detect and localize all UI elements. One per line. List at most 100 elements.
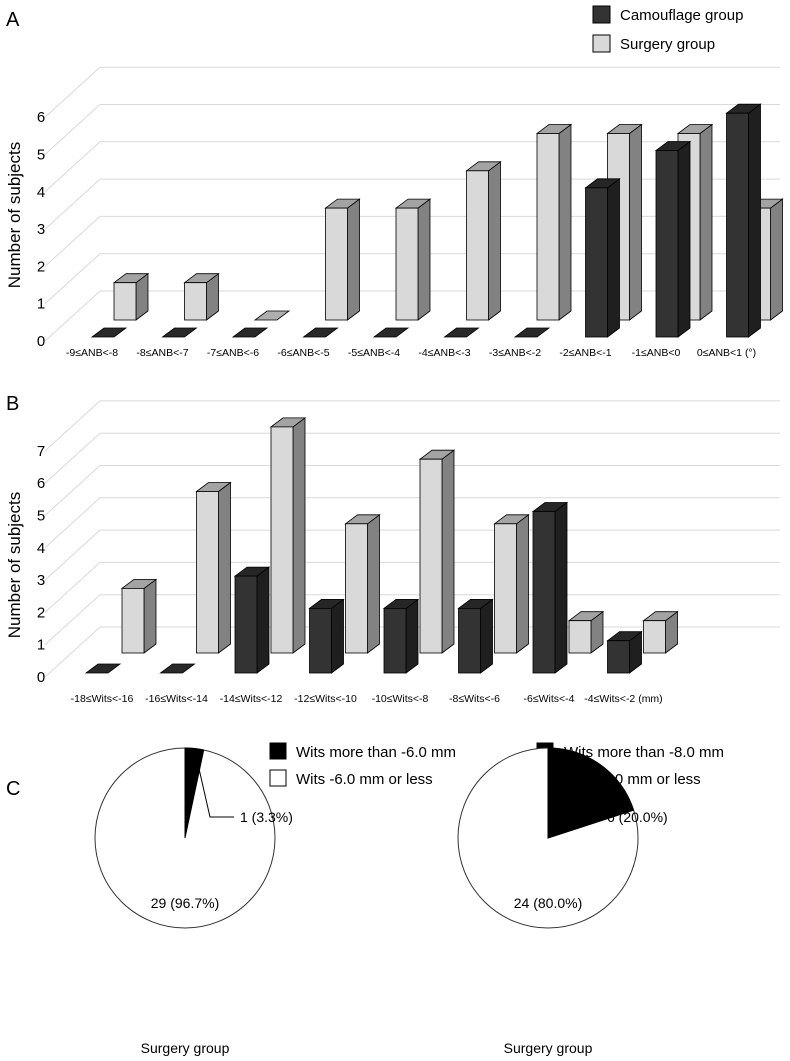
x-tick-label: -16≤Wits<-14 [145, 693, 208, 705]
bar-front [536, 133, 560, 321]
bar-front [458, 608, 481, 674]
legend-label-camouflage: Camouflage group [620, 7, 743, 24]
bar-front [643, 620, 666, 654]
bar-front [121, 588, 145, 654]
pie-label-dark: 1 (3.3%) [240, 809, 293, 825]
bar-side [417, 198, 431, 321]
gridline [44, 104, 780, 155]
bar-front [419, 458, 443, 654]
bar-surgery [465, 161, 502, 321]
bar-camouflage [84, 663, 122, 674]
y-tick-label: 2 [37, 604, 45, 621]
bar-side [516, 513, 529, 654]
pie-chart-right: 6 (20.0%) 24 (80.0%) [457, 747, 668, 929]
legend-swatch-light [269, 769, 287, 787]
bar-side [441, 449, 455, 654]
legend-label: Wits more than -6.0 mm [296, 744, 456, 761]
bar-front [113, 282, 137, 321]
y-tick-label: 3 [37, 572, 45, 589]
legend-swatch-camouflage [592, 5, 611, 24]
bar-flat [84, 663, 122, 674]
bar-side [677, 140, 691, 338]
bar-surgery [394, 198, 432, 321]
bar-side [218, 481, 231, 654]
bar-front [585, 187, 608, 338]
bar-camouflage [90, 327, 128, 338]
bar-surgery [324, 198, 361, 321]
x-tick-label: -18≤Wits<-16 [71, 693, 134, 705]
legend: Camouflage group Surgery group [592, 5, 743, 53]
gridline [44, 529, 780, 581]
bar-side [331, 598, 344, 674]
x-tick-label: -8≤ANB<-7 [136, 347, 188, 359]
bar-camouflage [457, 598, 494, 674]
bar-front [345, 523, 368, 654]
bar-front [196, 491, 219, 654]
bar-flat [372, 327, 410, 338]
bar-flat [443, 327, 480, 338]
bar-side [367, 513, 380, 654]
pie-label-dark: 6 (20.0%) [607, 809, 668, 825]
bar-front [270, 426, 294, 654]
bar-camouflage [513, 327, 551, 338]
y-tick-label: 0 [37, 669, 45, 686]
bar-surgery [183, 272, 220, 321]
y-tick-label: 5 [37, 147, 45, 164]
y-tick-label: 7 [37, 443, 45, 460]
x-tick-label: -4≤Wits<-2 (mm) [584, 693, 662, 705]
x-tick-label: 0≤ANB<1 (°) [697, 347, 756, 359]
bar-side [629, 123, 642, 321]
bar-surgery [112, 272, 150, 321]
bar-side [488, 161, 501, 321]
legend-swatch-surgery [592, 34, 611, 53]
bar-front [494, 523, 517, 654]
bar-flat [159, 663, 196, 674]
bar-side [748, 103, 761, 338]
bar-flat [302, 327, 339, 338]
bar-flat [161, 327, 198, 338]
x-tick-label: -5≤ANB<-4 [348, 347, 400, 359]
bar-camouflage [584, 178, 621, 338]
x-tick-label: -3≤ANB<-2 [489, 347, 541, 359]
gridline [44, 497, 780, 549]
gridline [44, 432, 780, 484]
bar-surgery [493, 513, 530, 654]
bar-front [325, 207, 348, 321]
bar-side [558, 123, 572, 321]
bar-surgery [253, 310, 291, 321]
chart-b: 0 1 2 3 4 5 6 7 -18≤Wits<-16 -16≤Wits<-14 -14≤Wits… [37, 400, 780, 705]
bar-side [256, 566, 270, 674]
panel-label-c: C [6, 778, 20, 800]
legend-label: Wits more than -8.0 mm [564, 744, 724, 761]
bar-front [532, 511, 556, 674]
legend-label-surgery: Surgery group [620, 36, 715, 53]
bar-surgery [567, 610, 605, 654]
legend-label: Wits -6.0 mm or less [296, 771, 433, 788]
bar-camouflage [654, 140, 692, 338]
leader-line [576, 764, 602, 818]
x-tick-label: -4≤ANB<-3 [418, 347, 470, 359]
bar-side [699, 123, 713, 321]
y-tick-label: 3 [37, 221, 45, 238]
x-tick-label: -8≤Wits<-6 [449, 693, 500, 705]
bar-front [607, 640, 630, 674]
x-tick-label: -6≤ANB<-5 [277, 347, 329, 359]
bar-camouflage [531, 501, 569, 674]
pie-label-light: 24 (80.0%) [514, 895, 582, 911]
bar-surgery [120, 578, 158, 654]
x-tick-label: -14≤Wits<-12 [220, 693, 283, 705]
chart-a: 0 1 2 3 4 5 6 -9≤ANB<-8 -8≤ANB<-7 -7≤ANB<-6 -6≤ANB… [37, 66, 784, 359]
bar-front [184, 282, 207, 321]
bar-front [568, 620, 592, 654]
y-tick-label: 1 [37, 637, 45, 654]
bar-flat [231, 327, 269, 338]
bar-front [234, 575, 258, 674]
panel-label-b: B [6, 393, 19, 415]
bar-surgery [535, 123, 573, 321]
bar-flat [253, 310, 291, 321]
bar-surgery [195, 481, 232, 654]
bar-front [395, 207, 419, 321]
legend-swatch-dark [269, 742, 287, 760]
bar-camouflage [231, 327, 269, 338]
